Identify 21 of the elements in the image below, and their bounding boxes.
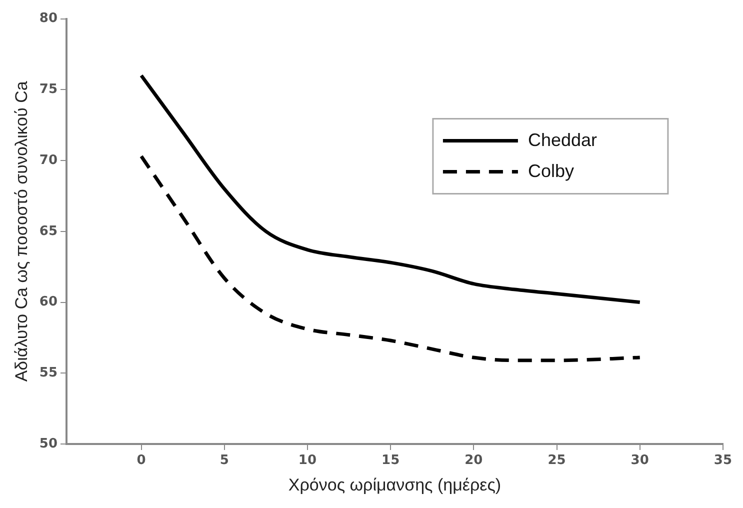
y-axis-title: Αδιάλυτο Ca ως ποσοστό συνολικού Ca <box>12 80 31 382</box>
x-tick-label: 25 <box>548 453 566 468</box>
line-series <box>140 154 642 362</box>
x-tick-label: 20 <box>464 453 483 468</box>
y-tick-label: 60 <box>39 294 58 310</box>
x-tick-label: 30 <box>630 453 649 468</box>
y-tick-label: 55 <box>39 366 58 381</box>
line-series <box>140 74 642 304</box>
y-tick-label: 75 <box>39 82 58 98</box>
x-tick-label: 15 <box>382 453 400 468</box>
y-tick-label: 65 <box>39 224 58 239</box>
x-axis-title: Χρόνος ωρίμανσης (ημέρες) <box>288 475 502 494</box>
x-tick-label: 35 <box>714 453 732 468</box>
y-tick-label: 80 <box>39 11 58 26</box>
y-tick-label: 50 <box>39 436 58 452</box>
x-tick-label: 0 <box>136 453 146 468</box>
x-tick-label: 5 <box>220 453 229 468</box>
x-tick-label: 10 <box>298 453 317 468</box>
y-tick-label: 70 <box>39 152 58 168</box>
legend-label: Cheddar <box>528 130 598 150</box>
legend-label: Colby <box>528 160 574 181</box>
